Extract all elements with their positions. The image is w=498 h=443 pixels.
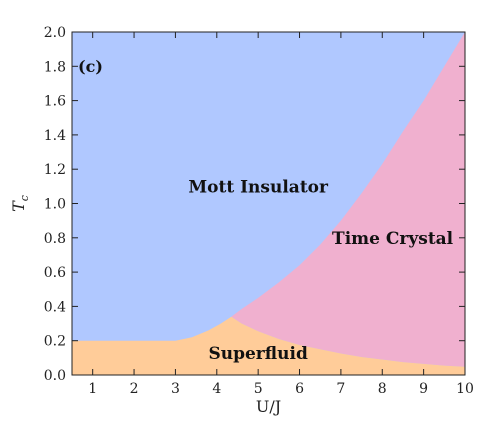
x-tick-label: 9 <box>419 381 428 397</box>
regions-layer <box>72 32 465 375</box>
x-tick-label: 6 <box>295 381 304 397</box>
y-tick-label: 0.8 <box>44 231 66 247</box>
x-tick-label: 10 <box>456 381 474 397</box>
y-tick-label: 1.4 <box>44 128 66 144</box>
y-tick-label: 2.0 <box>44 25 66 41</box>
x-tick-label: 5 <box>254 381 263 397</box>
y-axis-label-main: T <box>9 200 28 212</box>
y-tick-label: 1.6 <box>44 94 66 110</box>
y-tick-label: 0.4 <box>44 299 66 315</box>
y-tick-label: 1.2 <box>44 162 66 178</box>
y-tick-label: 1.0 <box>44 197 66 213</box>
ticks-layer: 1 2 3 4 5 6 7 8 9 10 0.0 0.2 0.4 0.6 0.8 1.0 1.2 1.4 1.6 1.… <box>44 25 474 397</box>
x-tick-label: 1 <box>88 381 97 397</box>
y-axis-label: Tc <box>9 195 31 212</box>
x-tick-label: 4 <box>212 381 221 397</box>
region-label-superfluid: Superfluid <box>208 344 307 364</box>
x-axis-label: U/J <box>256 397 281 416</box>
y-tick-label: 1.8 <box>44 59 66 75</box>
y-tick-label: 0.2 <box>44 334 66 350</box>
y-tick-label: 0.6 <box>44 265 66 281</box>
region-time-crystal <box>231 32 465 367</box>
region-label-mott-insulator: Mott Insulator <box>188 178 329 198</box>
region-label-time-crystal: Time Crystal <box>332 229 454 249</box>
x-tick-label: 7 <box>336 381 345 397</box>
panel-label: (c) <box>78 57 103 76</box>
x-tick-label: 8 <box>378 381 387 397</box>
y-tick-label: 0.0 <box>44 368 66 384</box>
region-superfluid <box>72 316 465 375</box>
x-tick-label: 2 <box>130 381 139 397</box>
y-axis-label-subscript: c <box>18 195 31 201</box>
x-tick-label: 3 <box>171 381 180 397</box>
labels-layer: (c) U/J Tc Mott Insulator Time Crystal Sup… <box>9 57 454 416</box>
